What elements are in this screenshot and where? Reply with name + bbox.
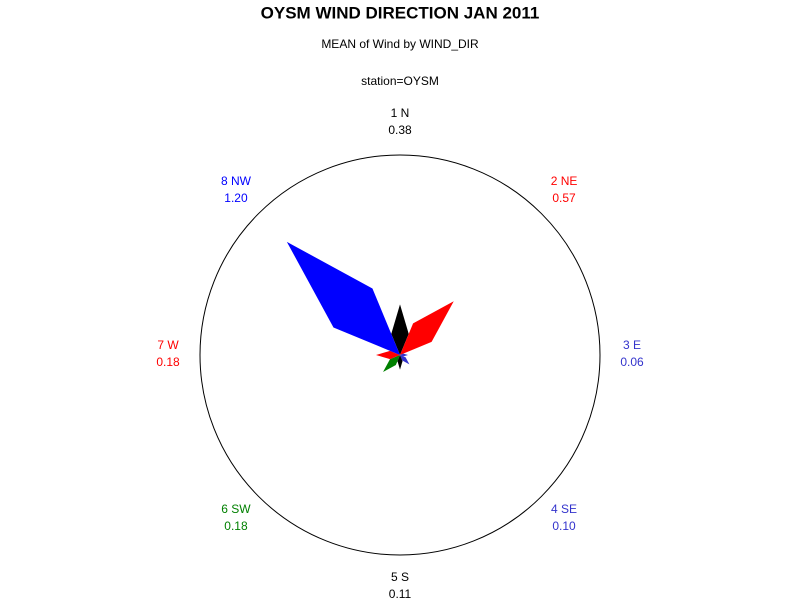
value-label: 1.20 [224, 191, 248, 205]
slice [383, 355, 400, 372]
slice [391, 304, 409, 355]
outer-circle [199, 154, 601, 556]
value-label: 0.57 [552, 191, 576, 205]
value-label: 0.06 [620, 355, 644, 369]
value-label: 0.10 [552, 519, 576, 533]
slice-label: 2 NE [551, 174, 578, 188]
value-label: 0.38 [388, 123, 412, 137]
slice-label: 1 N [391, 106, 410, 120]
slice [376, 350, 400, 360]
slice-label: 8 NW [221, 174, 252, 188]
value-label: 0.18 [224, 519, 248, 533]
slice-label: 7 W [157, 338, 179, 352]
slice-label: 6 SW [221, 502, 251, 516]
byline: station=OYSM [361, 74, 439, 88]
chart-title: OYSM WIND DIRECTION JAN 2011 [261, 3, 540, 22]
chart-subtitle: MEAN of Wind by WIND_DIR [321, 37, 479, 51]
slice-label: 4 SE [551, 502, 577, 516]
slice [397, 355, 403, 370]
slice [400, 353, 408, 357]
value-label: 0.18 [156, 355, 180, 369]
value-label: 0.11 [389, 587, 412, 600]
slice-label: 5 S [391, 570, 409, 584]
slice [286, 241, 400, 355]
slice [400, 355, 410, 365]
slice [400, 301, 454, 355]
slice-label: 3 E [623, 338, 641, 352]
